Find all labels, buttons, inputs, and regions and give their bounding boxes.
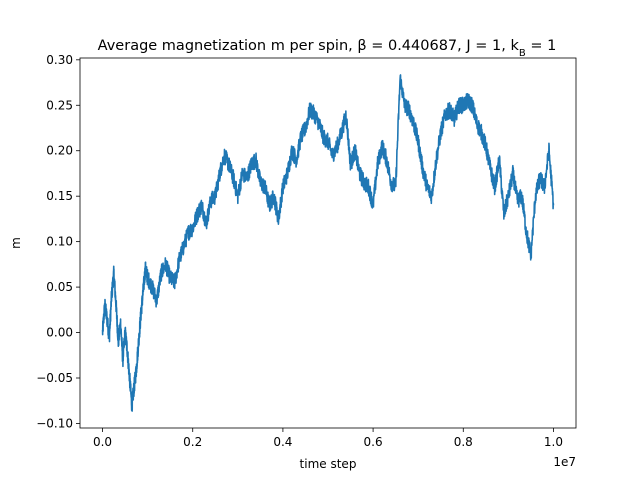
- y-tick-label: 0.20: [46, 144, 73, 158]
- x-tick-label: 1.0: [544, 435, 563, 449]
- x-offset-label: 1e7: [553, 455, 576, 469]
- y-tick-label: 0.15: [46, 189, 73, 203]
- x-axis-label: time step: [300, 457, 357, 471]
- plot-frame: [79, 57, 577, 429]
- title-main: Average magnetization m per spin, β = 0.…: [98, 38, 520, 54]
- y-tick-label: −0.10: [36, 416, 73, 430]
- x-tick-label: 0.4: [273, 435, 292, 449]
- x-tick-label: 0.0: [93, 435, 112, 449]
- y-axis-ticks: −0.10 −0.05 0.00 0.05 0.10 0.15 0.20 0.25 0.30: [36, 53, 80, 430]
- chart-title: Average magnetization m per spin, β = 0.…: [98, 38, 557, 59]
- y-axis-label: m: [9, 237, 23, 249]
- series-layer: [101, 74, 555, 412]
- y-tick-label: −0.05: [36, 371, 73, 385]
- title-tail: = 1: [526, 38, 557, 54]
- y-tick-label: 0.10: [46, 235, 73, 249]
- x-axis-ticks: 0.0 0.2 0.4 0.6 0.8 1.0: [93, 428, 563, 449]
- y-tick-label: 0.25: [46, 98, 73, 112]
- y-tick-label: 0.00: [46, 326, 73, 340]
- x-tick-label: 0.2: [183, 435, 202, 449]
- title-subscript: B: [519, 48, 526, 59]
- x-tick-label: 0.6: [364, 435, 383, 449]
- y-tick-label: 0.05: [46, 280, 73, 294]
- series-line-0: [101, 74, 555, 412]
- y-tick-label: 0.30: [46, 53, 73, 67]
- svg-text:Average magnetization m per sp: Average magnetization m per spin, β = 0.…: [98, 38, 557, 59]
- x-tick-label: 0.8: [454, 435, 473, 449]
